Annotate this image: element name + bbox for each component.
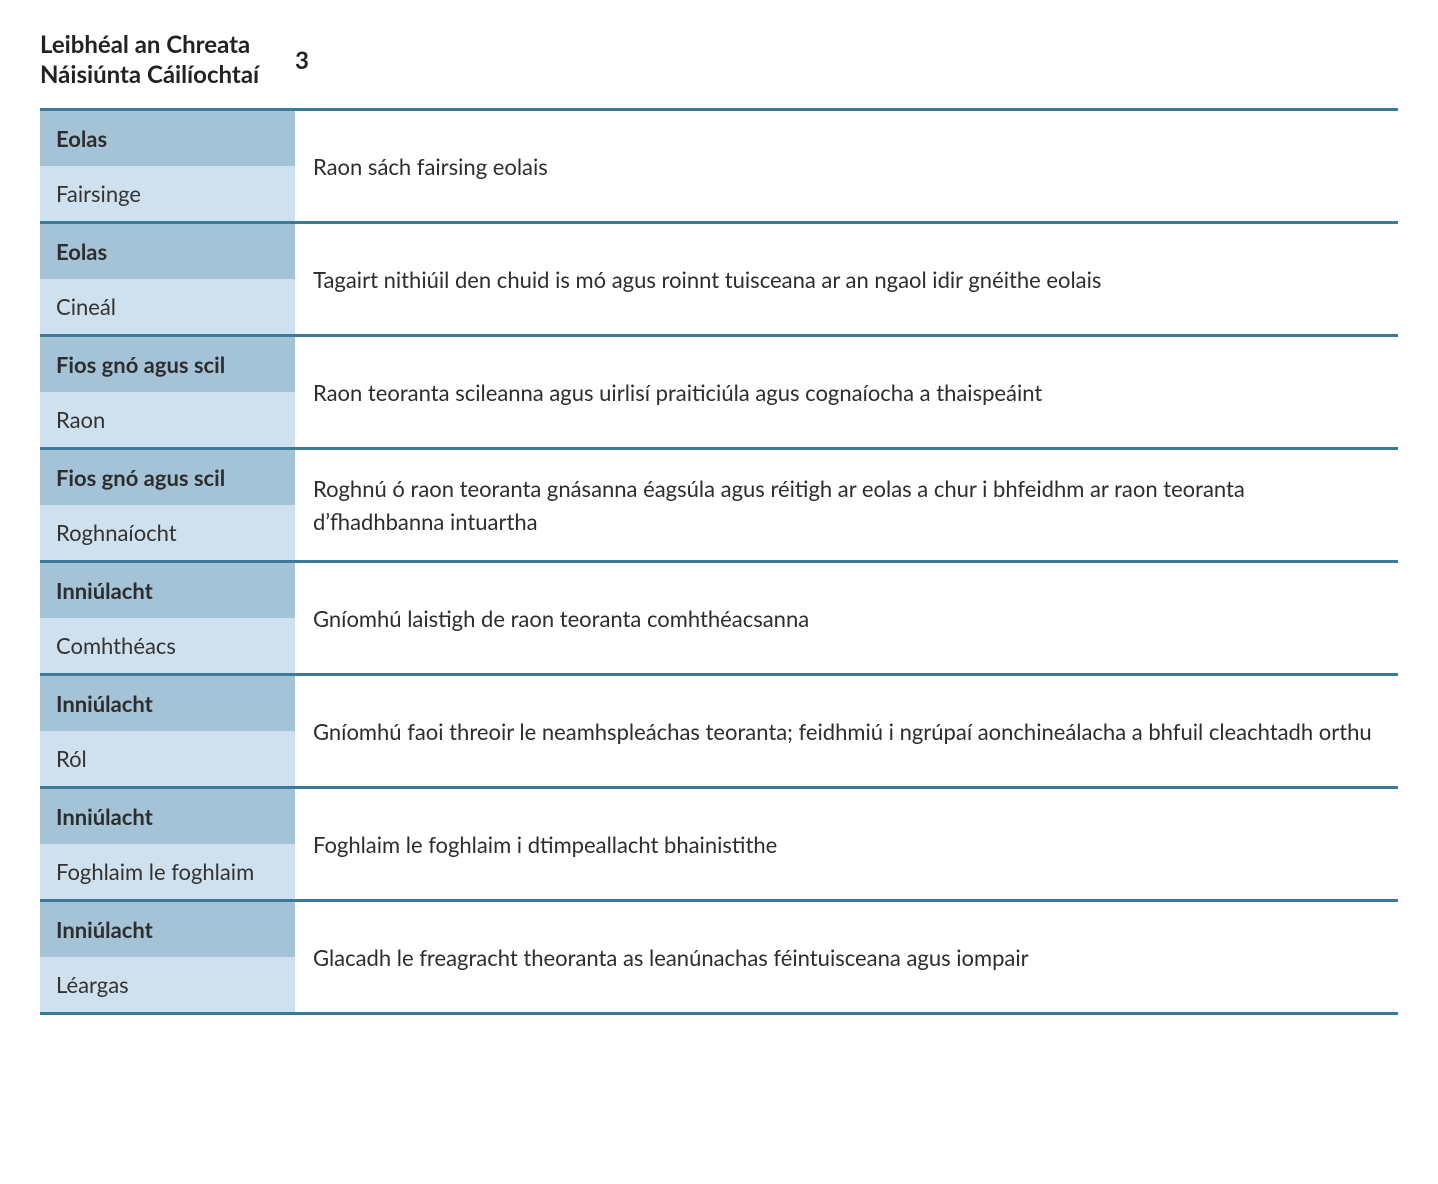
category-description: Gníomhú faoi threoir le neamhspleáchas t… [295,675,1398,788]
table-row: Inniúlacht Foghlaim le foghlaim i dtimpe… [40,788,1398,901]
category-subtitle: Roghnaíocht [40,505,295,560]
category-description: Roghnú ó raon teoranta gnásanna éagsúla … [295,449,1398,562]
category-description: Glacadh le freagracht theoranta as leanú… [295,901,1398,1014]
category-description: Raon teoranta scileanna agus uirlisí pra… [295,336,1398,449]
table-row: Fios gnó agus scil Raon teoranta scilean… [40,336,1398,449]
table-row: Eolas Tagairt nithiúil den chuid is mó a… [40,223,1398,336]
category-subtitle: Ról [40,731,295,786]
category-subtitle: Léargas [40,957,295,1012]
category-description: Gníomhú laistigh de raon teoranta comhth… [295,562,1398,675]
category-title: Eolas [40,224,295,279]
category-subtitle: Fairsinge [40,166,295,221]
category-description: Raon sách fairsing eolais [295,110,1398,223]
category-title: Inniúlacht [40,563,295,618]
category-description: Tagairt nithiúil den chuid is mó agus ro… [295,223,1398,336]
category-title: Inniúlacht [40,676,295,731]
category-title: Inniúlacht [40,789,295,844]
category-subtitle: Foghlaim le foghlaim [40,844,295,899]
table-row: Fios gnó agus scil Roghnú ó raon teorant… [40,449,1398,562]
table-header-row: Leibhéal an Chreata Náisiúnta Cáilíochta… [40,20,1398,110]
category-title: Fios gnó agus scil [40,450,295,505]
category-title: Inniúlacht [40,902,295,957]
category-subtitle: Comhthéacs [40,618,295,673]
category-title: Fios gnó agus scil [40,337,295,392]
header-value: 3 [295,20,1398,110]
category-subtitle: Cineál [40,279,295,334]
category-subtitle: Raon [40,392,295,447]
table-row: Inniúlacht Gníomhú laistigh de raon teor… [40,562,1398,675]
category-description: Foghlaim le foghlaim i dtimpeallacht bha… [295,788,1398,901]
table-row: Inniúlacht Glacadh le freagracht theoran… [40,901,1398,1014]
header-label: Leibhéal an Chreata Náisiúnta Cáilíochta… [40,20,295,110]
qualifications-table: Leibhéal an Chreata Náisiúnta Cáilíochta… [40,20,1398,1015]
table-row: Inniúlacht Gníomhú faoi threoir le neamh… [40,675,1398,788]
category-title: Eolas [40,111,295,166]
table-row: Eolas Raon sách fairsing eolais Fairsing… [40,110,1398,223]
